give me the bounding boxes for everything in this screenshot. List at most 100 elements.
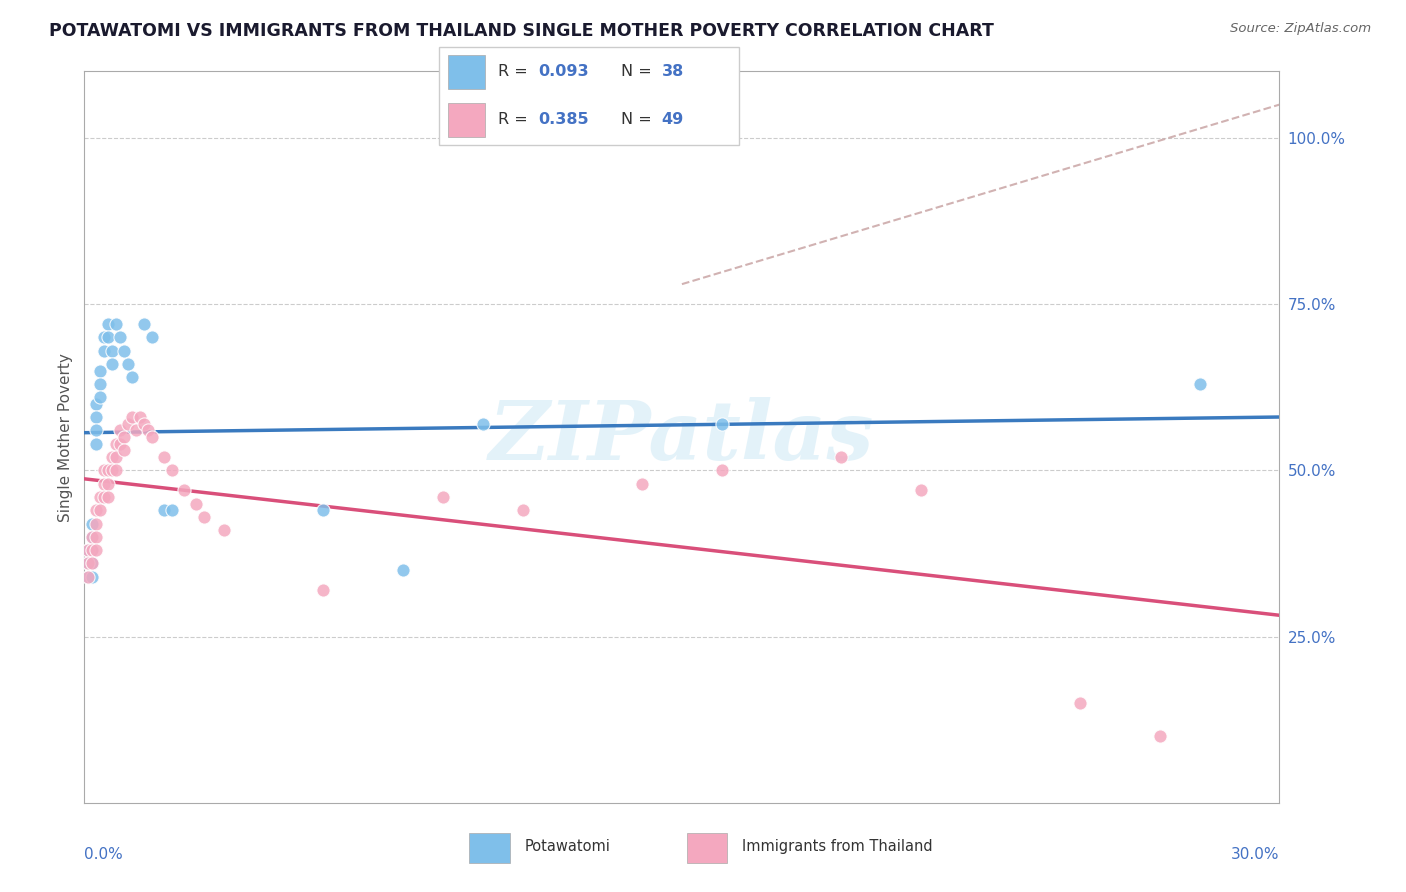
Point: [173, 483, 195, 498]
Point: [86, 410, 108, 425]
Text: N =: N =: [621, 64, 658, 79]
Point: [1069, 696, 1091, 710]
Point: [141, 330, 163, 344]
Point: [312, 503, 335, 517]
Point: [129, 410, 152, 425]
Point: [77, 570, 100, 584]
Point: [77, 543, 100, 558]
Text: 0.093: 0.093: [538, 64, 589, 79]
Point: [97, 476, 120, 491]
Point: [89, 490, 111, 504]
FancyBboxPatch shape: [686, 833, 727, 863]
Point: [432, 490, 454, 504]
Point: [93, 490, 115, 504]
Point: [97, 330, 120, 344]
Point: [105, 463, 128, 477]
Point: [141, 430, 163, 444]
Point: [830, 450, 852, 464]
Text: R =: R =: [498, 112, 533, 128]
Point: [121, 410, 143, 425]
Point: [86, 530, 108, 544]
Point: [86, 436, 108, 450]
Point: [631, 476, 654, 491]
Text: N =: N =: [621, 112, 658, 128]
Point: [101, 357, 124, 371]
Text: 38: 38: [662, 64, 683, 79]
Point: [101, 463, 124, 477]
Point: [121, 370, 143, 384]
Point: [101, 450, 124, 464]
Text: POTAWATOMI VS IMMIGRANTS FROM THAILAND SINGLE MOTHER POVERTY CORRELATION CHART: POTAWATOMI VS IMMIGRANTS FROM THAILAND S…: [49, 22, 994, 40]
Point: [910, 483, 932, 498]
Point: [105, 450, 128, 464]
Text: Immigrants from Thailand: Immigrants from Thailand: [742, 839, 934, 855]
Point: [132, 317, 156, 331]
Point: [93, 343, 115, 358]
Point: [117, 417, 139, 431]
Point: [184, 497, 207, 511]
Point: [710, 417, 733, 431]
Text: Potawatomi: Potawatomi: [524, 839, 610, 855]
Point: [110, 436, 132, 450]
Y-axis label: Single Mother Poverty: Single Mother Poverty: [58, 352, 73, 522]
Point: [105, 436, 128, 450]
Point: [97, 463, 120, 477]
Point: [212, 523, 235, 537]
FancyBboxPatch shape: [470, 833, 509, 863]
Point: [82, 530, 104, 544]
Point: [110, 424, 132, 438]
Point: [77, 543, 100, 558]
Point: [82, 530, 104, 544]
Point: [1188, 376, 1211, 391]
Point: [110, 330, 132, 344]
Point: [136, 424, 159, 438]
Point: [86, 424, 108, 438]
Text: Source: ZipAtlas.com: Source: ZipAtlas.com: [1230, 22, 1371, 36]
Text: 49: 49: [662, 112, 683, 128]
Point: [153, 450, 176, 464]
Point: [77, 570, 100, 584]
Point: [105, 317, 128, 331]
Point: [86, 503, 108, 517]
Point: [392, 563, 415, 577]
Point: [312, 582, 335, 597]
Point: [93, 463, 115, 477]
FancyBboxPatch shape: [449, 103, 485, 137]
Text: R =: R =: [498, 64, 533, 79]
Point: [153, 503, 176, 517]
Text: 30.0%: 30.0%: [1232, 847, 1279, 862]
Point: [89, 376, 111, 391]
FancyBboxPatch shape: [449, 55, 485, 88]
Point: [86, 543, 108, 558]
Point: [97, 490, 120, 504]
Point: [82, 570, 104, 584]
Point: [89, 503, 111, 517]
Point: [97, 317, 120, 331]
Text: 0.385: 0.385: [538, 112, 589, 128]
Point: [86, 516, 108, 531]
Point: [82, 557, 104, 571]
Point: [112, 443, 135, 458]
Point: [82, 543, 104, 558]
Point: [117, 357, 139, 371]
Point: [160, 503, 183, 517]
Text: ZIPatlas: ZIPatlas: [489, 397, 875, 477]
Point: [101, 343, 124, 358]
Point: [77, 557, 100, 571]
Point: [89, 363, 111, 377]
Point: [82, 557, 104, 571]
Point: [471, 417, 494, 431]
Point: [82, 543, 104, 558]
Text: 0.0%: 0.0%: [84, 847, 124, 862]
Point: [77, 557, 100, 571]
FancyBboxPatch shape: [439, 46, 740, 145]
Point: [93, 476, 115, 491]
Point: [710, 463, 733, 477]
Point: [193, 509, 215, 524]
Point: [112, 430, 135, 444]
Point: [1149, 729, 1171, 743]
Point: [86, 397, 108, 411]
Point: [125, 424, 148, 438]
Point: [112, 343, 135, 358]
Point: [160, 463, 183, 477]
